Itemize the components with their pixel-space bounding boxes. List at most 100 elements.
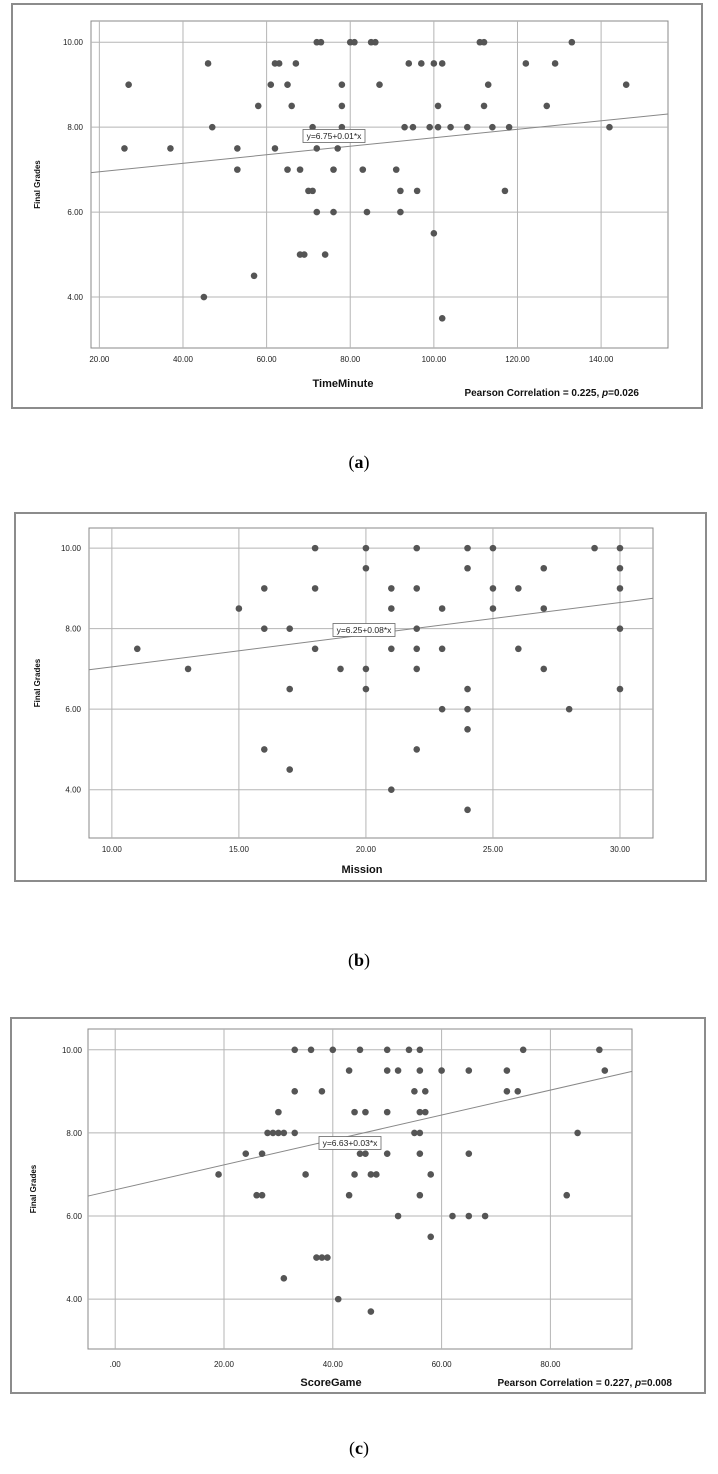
data-point	[438, 605, 446, 612]
data-point	[416, 1191, 424, 1199]
x-tick-label: 60.00	[257, 355, 278, 364]
data-point	[394, 1212, 402, 1220]
data-point	[540, 665, 548, 673]
x-tick-label: 140.00	[589, 355, 614, 364]
x-axis-label: TimeMinute	[313, 378, 374, 390]
data-point	[311, 645, 319, 653]
x-tick-label: .00	[110, 1360, 122, 1369]
data-point	[503, 1088, 511, 1095]
data-point	[568, 38, 576, 46]
x-tick-label: 60.00	[432, 1360, 453, 1369]
x-tick-label: 100.00	[422, 355, 447, 364]
data-point	[489, 605, 497, 612]
data-point	[200, 293, 208, 301]
data-point	[302, 1171, 309, 1178]
data-point	[413, 544, 421, 552]
data-point	[334, 1295, 342, 1303]
y-tick-label: 6.00	[65, 705, 81, 714]
chart-panel-c: .00 20.00 40.00 60.00 80.00 4.00 6.00 8.00 10.00…	[10, 1017, 706, 1394]
data-point	[464, 725, 471, 733]
caption-c: (c)	[349, 1438, 369, 1458]
data-point	[121, 145, 128, 152]
x-tick-label: 25.00	[483, 845, 504, 854]
data-point	[280, 1129, 288, 1137]
data-point	[291, 1046, 299, 1054]
data-point	[260, 585, 268, 592]
x-tick-label: 80.00	[540, 1360, 561, 1369]
data-point	[543, 102, 551, 110]
x-tick-label: 15.00	[229, 845, 250, 854]
caption-c-letter: c	[355, 1438, 363, 1458]
y-tick-label: 6.00	[66, 1212, 82, 1221]
data-point	[321, 251, 329, 258]
data-point	[300, 251, 308, 258]
data-point	[409, 123, 417, 131]
data-point	[397, 208, 404, 216]
regression-equation-box	[302, 129, 366, 143]
data-point	[405, 1046, 413, 1054]
data-point	[503, 1067, 511, 1074]
data-point	[551, 60, 559, 67]
data-point	[405, 60, 413, 67]
data-point	[596, 1046, 603, 1054]
data-point	[234, 145, 241, 152]
data-point	[362, 1108, 369, 1116]
data-point	[363, 208, 371, 216]
data-point	[133, 645, 141, 653]
data-point	[269, 1129, 277, 1137]
y-tick-label: 4.00	[67, 293, 83, 302]
data-point	[311, 544, 319, 552]
data-point	[616, 544, 624, 552]
data-point	[317, 38, 325, 46]
data-point	[416, 1067, 424, 1074]
data-point	[258, 1150, 266, 1157]
data-point	[540, 564, 548, 572]
data-point	[421, 1088, 429, 1095]
data-point	[264, 1129, 271, 1137]
regression-equation: y=6.75+0.01*x	[307, 131, 363, 141]
data-point	[362, 544, 370, 552]
data-point	[313, 145, 321, 152]
data-point	[309, 123, 316, 131]
data-point	[413, 665, 421, 673]
data-point	[427, 1233, 435, 1241]
data-point	[311, 585, 319, 592]
data-point	[184, 665, 192, 673]
data-point	[505, 123, 513, 131]
data-point	[401, 123, 408, 131]
x-tick-label: 30.00	[610, 845, 631, 854]
data-point	[489, 544, 497, 552]
data-point	[362, 564, 370, 572]
data-point	[601, 1067, 609, 1074]
x-tick-label: 40.00	[173, 355, 194, 364]
data-point	[484, 81, 492, 89]
chart-panel-b: 10.00 15.00 20.00 25.00 30.00 4.00 6.00 8.00 10.…	[14, 512, 707, 882]
data-point	[465, 1150, 473, 1157]
data-point	[447, 123, 454, 131]
correlation-text: Pearson Correlation = 0.227, p=0.008	[497, 1378, 672, 1389]
x-tick-label: 20.00	[89, 355, 110, 364]
data-point	[515, 585, 522, 592]
data-point	[267, 81, 275, 89]
data-point	[392, 166, 400, 173]
plot-frame	[90, 20, 669, 349]
data-point	[426, 123, 433, 131]
data-point	[413, 645, 421, 653]
scatter-chart-score-game: .00 20.00 40.00 60.00 80.00 4.00 6.00 8.00 10.00…	[29, 1028, 672, 1389]
y-tick-label: 4.00	[66, 1295, 82, 1304]
data-point	[351, 1108, 358, 1116]
data-point	[481, 1212, 489, 1220]
data-point	[501, 187, 509, 195]
data-point	[275, 1129, 282, 1137]
data-point	[418, 60, 425, 67]
data-point	[388, 605, 395, 612]
y-tick-label: 10.00	[63, 38, 84, 47]
data-point	[563, 1191, 571, 1199]
data-point	[291, 1129, 299, 1137]
data-point	[430, 60, 438, 67]
y-tick-label: 8.00	[66, 1129, 82, 1138]
data-point	[413, 585, 421, 592]
data-point	[383, 1108, 391, 1116]
data-point	[416, 1108, 424, 1116]
data-point	[489, 123, 496, 131]
